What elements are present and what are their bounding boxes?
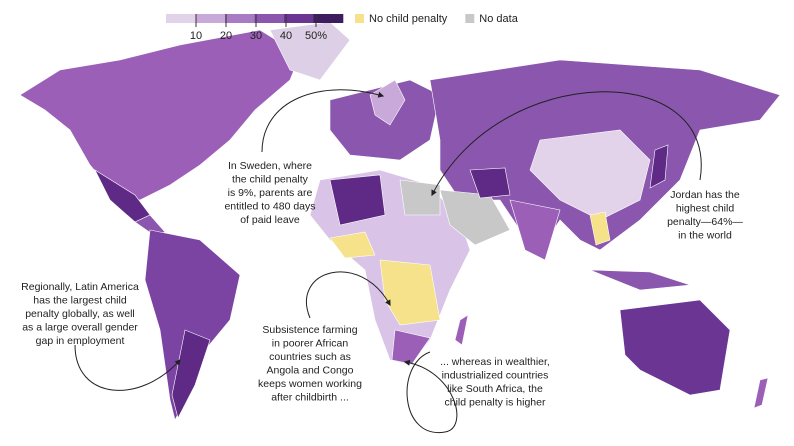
annotation-line: child penalty is higher xyxy=(445,396,546,408)
annotation-line: penalty—64%— xyxy=(667,216,743,228)
annotation-line: keeps women working xyxy=(258,378,362,390)
annotation-line: like South Africa, the xyxy=(447,383,543,395)
annotation-line: in the world xyxy=(678,229,732,241)
arrow xyxy=(74,344,181,391)
legend-label: No data xyxy=(479,13,518,25)
annotation-line: Regionally, Latin America xyxy=(21,281,139,293)
arrow xyxy=(306,271,391,319)
argentina xyxy=(171,329,211,419)
annotation-line: has the largest child xyxy=(33,294,127,306)
arrows xyxy=(74,89,702,433)
annotation-line: gap in employment xyxy=(36,335,125,347)
countries xyxy=(19,21,781,421)
annotation-line: is 9%, parents are xyxy=(228,187,313,199)
legend-swatch xyxy=(195,14,226,23)
south-america xyxy=(144,229,241,421)
australia xyxy=(619,299,731,396)
scandinavia xyxy=(369,79,406,126)
west-africa xyxy=(329,231,376,259)
legend: 10 20 30 40 50% No child penalty No data xyxy=(166,13,519,42)
central-africa xyxy=(379,259,441,326)
annotation-line: as a large overall gender xyxy=(22,321,138,333)
japan xyxy=(649,144,669,189)
annotation-line: In Sweden, where xyxy=(228,160,312,172)
india xyxy=(509,199,561,261)
annotation-line: in poorer African xyxy=(272,337,349,349)
arrow xyxy=(403,351,458,433)
china xyxy=(529,129,651,221)
north-africa xyxy=(329,174,386,226)
annotation-line: penalty globally, as well xyxy=(25,308,135,320)
legend-swatch xyxy=(465,14,475,23)
tick-label: 30 xyxy=(250,30,262,42)
southeast-asia xyxy=(589,211,611,246)
egypt xyxy=(399,179,441,216)
tick-label: 40 xyxy=(280,30,292,42)
arrow xyxy=(261,89,385,153)
north-america xyxy=(19,29,301,201)
legend-label: No child penalty xyxy=(369,13,448,25)
tick-label: 50% xyxy=(305,30,327,42)
legend-swatch xyxy=(284,14,314,23)
annotation-line: Jordan has the xyxy=(670,189,740,201)
indonesia xyxy=(589,269,691,291)
annotation-line: after childbirth ... xyxy=(271,391,349,403)
annotation-line: the child penalty xyxy=(232,173,309,185)
greenland xyxy=(269,21,351,81)
annotation-line: ... whereas in wealthier, xyxy=(440,356,550,368)
legend-swatch xyxy=(313,14,344,23)
legend-swatch xyxy=(254,14,285,23)
madagascar xyxy=(454,314,469,346)
annotation-line: Angola and Congo xyxy=(267,364,354,376)
iran xyxy=(469,167,511,199)
annotation-line: industrialized countries xyxy=(442,369,549,381)
arrow xyxy=(431,91,702,197)
central-america xyxy=(134,214,166,237)
new-zealand xyxy=(753,377,769,409)
annotation-line: entitled to 480 days xyxy=(224,200,315,212)
legend-swatch xyxy=(355,14,364,23)
tick-label: 20 xyxy=(220,30,232,42)
tick-label: 10 xyxy=(190,30,202,42)
annotation-line: countries such as xyxy=(269,351,351,363)
legend-swatch xyxy=(225,14,255,23)
legend-swatch xyxy=(166,14,196,23)
annotation-line: highest child xyxy=(676,202,735,214)
annotation-line: Subsistence farming xyxy=(262,324,357,336)
annotation-line: of paid leave xyxy=(240,214,300,226)
